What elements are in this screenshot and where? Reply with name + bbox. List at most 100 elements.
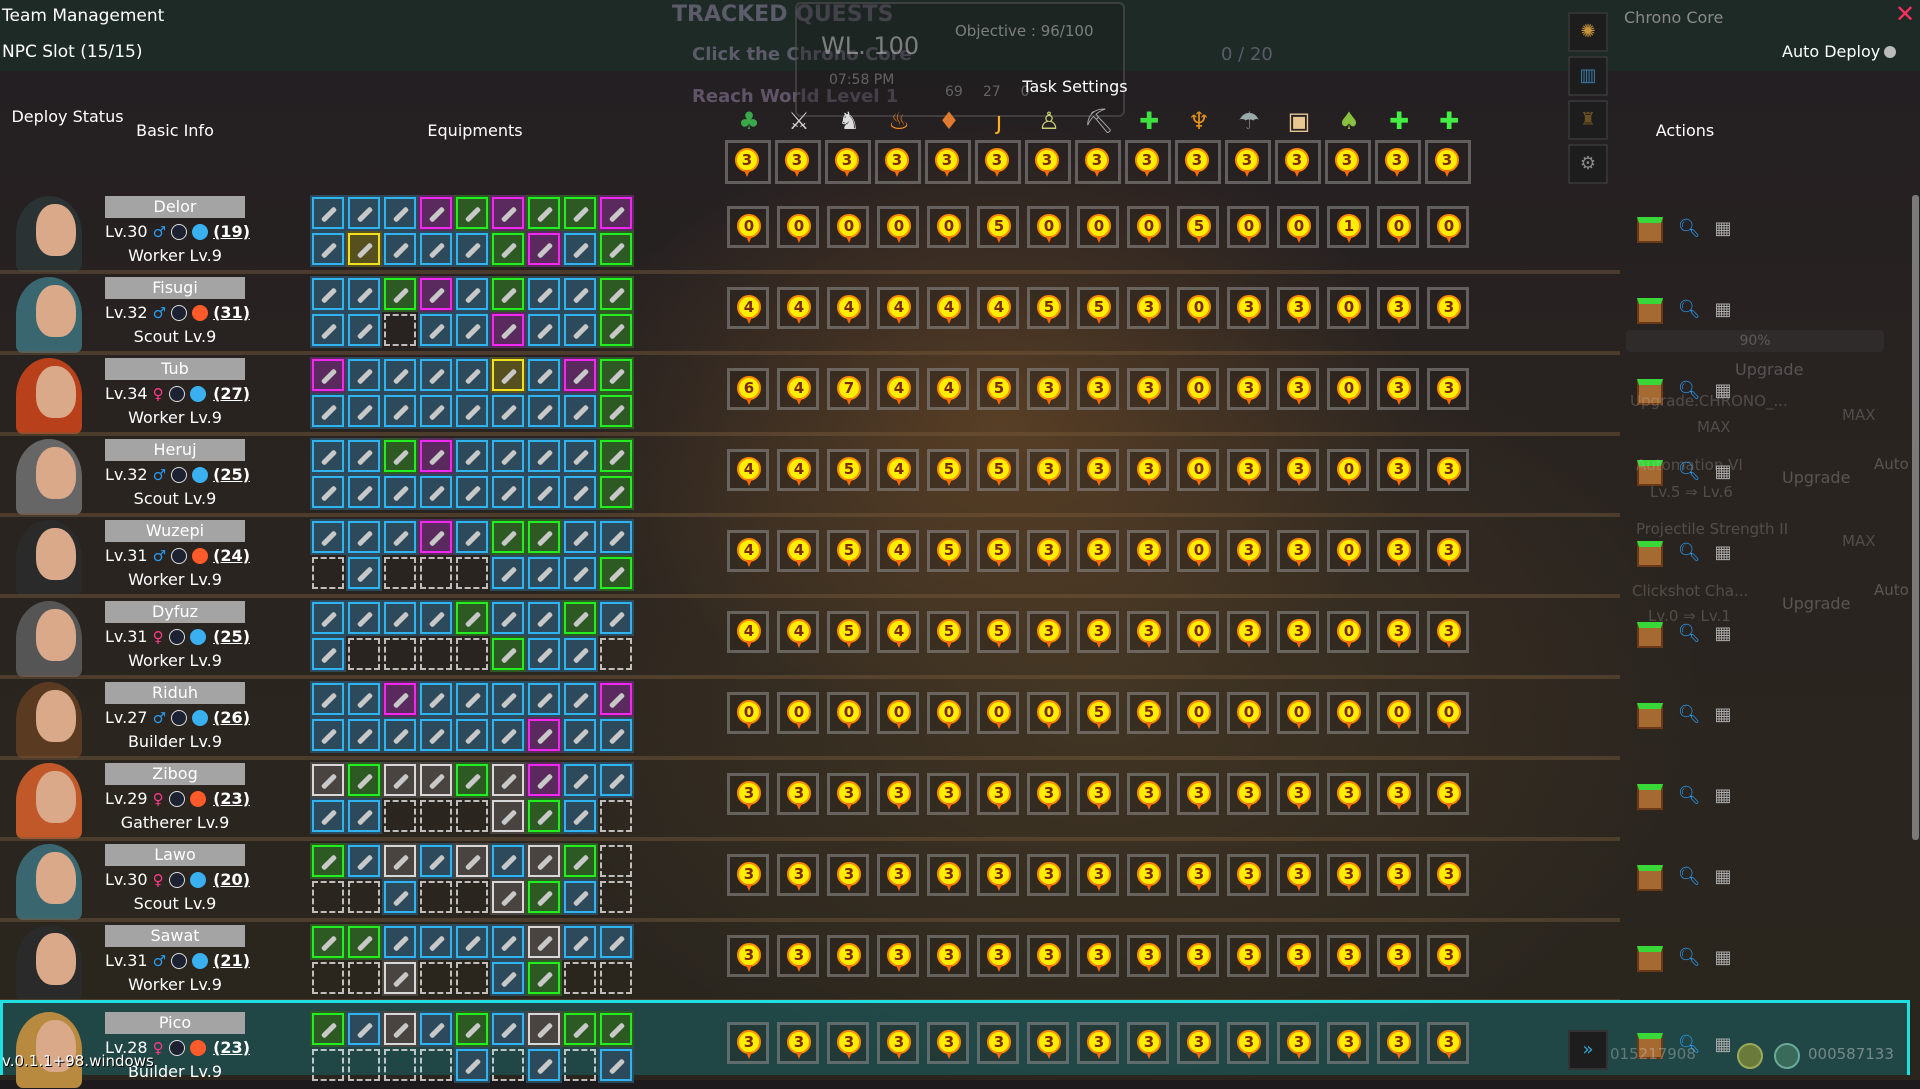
- chest-icon[interactable]: [1637, 541, 1663, 567]
- task-priority-sack[interactable]: 3: [927, 773, 969, 815]
- task-priority-blueprint[interactable]: 0: [1277, 692, 1319, 734]
- auto-deploy-toggle[interactable]: [1884, 46, 1896, 58]
- task-priority-crossed-swords[interactable]: 3: [777, 1022, 819, 1064]
- equip-slot-pants[interactable]: [454, 924, 490, 960]
- equip-slot-sword[interactable]: [310, 519, 346, 555]
- equip-slot-pants[interactable]: [454, 843, 490, 879]
- chrono-core-icon[interactable]: ✺: [1568, 12, 1608, 52]
- npc-power[interactable]: (19): [213, 222, 250, 241]
- equip-slot-sword[interactable]: [310, 276, 346, 312]
- npc-power[interactable]: (20): [213, 870, 250, 889]
- task-default-priority[interactable]: 3: [875, 140, 921, 184]
- equip-slot-pot[interactable]: [562, 717, 598, 753]
- task-priority-watering-can[interactable]: 3: [1227, 854, 1269, 896]
- equip-slot-pickaxe[interactable]: [310, 717, 346, 753]
- equip-slot-pot[interactable]: [562, 1047, 598, 1083]
- equip-slot-sword[interactable]: [310, 924, 346, 960]
- equip-slot-pot[interactable]: [562, 960, 598, 996]
- equip-slot-lantern[interactable]: [490, 879, 526, 915]
- npc-row[interactable]: Heruj Lv.32 ♂ (25) Scout Lv.9 4 4 5 4 5 5 3 3 3 0 3 3 0 3 3…: [0, 435, 1732, 516]
- equip-slot-pot[interactable]: [562, 312, 598, 348]
- inspect-icon[interactable]: 🔍︎: [1677, 704, 1701, 725]
- equip-slot-fishing-rod[interactable]: [454, 1047, 490, 1083]
- equip-slot-gloves[interactable]: [526, 519, 562, 555]
- equip-slot-ring[interactable]: [562, 195, 598, 231]
- equip-slot-knife[interactable]: [418, 474, 454, 510]
- npc-row[interactable]: Riduh Lv.27 ♂ (26) Builder Lv.9 0 0 0 0 0 0 0 5 5 0 0 0 0…: [0, 678, 1732, 759]
- npc-portrait[interactable]: [2, 435, 90, 515]
- task-priority-farmer[interactable]: 3: [1027, 368, 1069, 410]
- task-priority-build-pickaxe-plus[interactable]: 3: [1127, 287, 1169, 329]
- task-priority-green-cross[interactable]: 3: [1377, 854, 1419, 896]
- gear-icon[interactable]: ⚙: [1568, 144, 1608, 184]
- task-priority-bandage-plus[interactable]: 3: [1427, 611, 1469, 653]
- task-priority-blueprint[interactable]: 3: [1277, 449, 1319, 491]
- equip-slot-boots[interactable]: [490, 924, 526, 960]
- equip-slot-backpack[interactable]: [526, 717, 562, 753]
- task-priority-wheat[interactable]: 3: [1177, 935, 1219, 977]
- task-priority-campfire[interactable]: 3: [877, 773, 919, 815]
- task-priority-torch[interactable]: 0: [977, 692, 1019, 734]
- task-priority-crossed-swords[interactable]: 3: [777, 935, 819, 977]
- equip-slot-amulet[interactable]: [598, 195, 634, 231]
- task-priority-sack[interactable]: 4: [927, 287, 969, 329]
- equip-slot-pickaxe[interactable]: [310, 555, 346, 591]
- task-priority-sack[interactable]: 5: [927, 449, 969, 491]
- npc-power[interactable]: (23): [213, 1038, 250, 1057]
- equip-slot-axe[interactable]: [346, 312, 382, 348]
- task-priority-crossed-swords[interactable]: 0: [777, 206, 819, 248]
- task-priority-knight[interactable]: 5: [827, 611, 869, 653]
- equip-slot-fishing-rod[interactable]: [454, 555, 490, 591]
- equip-slot-hammer[interactable]: [598, 798, 634, 834]
- task-priority-build-pickaxe-plus[interactable]: 0: [1127, 206, 1169, 248]
- task-priority-sack[interactable]: 0: [927, 206, 969, 248]
- equip-slot-axe[interactable]: [346, 636, 382, 672]
- task-priority-knight[interactable]: 3: [827, 773, 869, 815]
- task-priority-pickaxe[interactable]: 0: [1077, 206, 1119, 248]
- equip-slot-backpack[interactable]: [526, 312, 562, 348]
- task-priority-build-pickaxe-plus[interactable]: 3: [1127, 935, 1169, 977]
- equip-slot-pot[interactable]: [562, 879, 598, 915]
- equip-slot-hammer[interactable]: [598, 960, 634, 996]
- equip-slot-fishing-rod[interactable]: [454, 312, 490, 348]
- npc-row[interactable]: Wuzepi Lv.31 ♂ (24) Worker Lv.9 4 4 5 4 5 5 3 3 3 0 3 3 0…: [0, 516, 1732, 597]
- equip-slot-gloves[interactable]: [526, 600, 562, 636]
- npc-portrait[interactable]: [2, 678, 90, 758]
- task-priority-tree[interactable]: 3: [727, 935, 769, 977]
- equip-slot-hammer[interactable]: [598, 555, 634, 591]
- task-priority-bandage-plus[interactable]: 0: [1427, 692, 1469, 734]
- equip-slot-lantern[interactable]: [490, 555, 526, 591]
- npc-power[interactable]: (25): [213, 627, 250, 646]
- equip-slot-pot[interactable]: [562, 393, 598, 429]
- inspect-icon[interactable]: 🔍︎: [1677, 461, 1701, 482]
- equip-slot-shovel[interactable]: [382, 879, 418, 915]
- task-priority-campfire[interactable]: 4: [877, 368, 919, 410]
- task-priority-farmer[interactable]: 3: [1027, 1022, 1069, 1064]
- equip-slot-lantern[interactable]: [490, 393, 526, 429]
- task-priority-green-cross[interactable]: 0: [1377, 692, 1419, 734]
- equip-slot-amulet[interactable]: [598, 1011, 634, 1047]
- chest-icon[interactable]: [1637, 217, 1663, 243]
- inspect-icon[interactable]: 🔍︎: [1677, 623, 1701, 644]
- task-priority-build-pickaxe-plus[interactable]: 3: [1127, 854, 1169, 896]
- task-priority-watering-can[interactable]: 3: [1227, 935, 1269, 977]
- equip-slot-pants[interactable]: [454, 195, 490, 231]
- equip-slot-pickaxe[interactable]: [310, 231, 346, 267]
- task-priority-watering-can[interactable]: 3: [1227, 287, 1269, 329]
- task-priority-tree[interactable]: 0: [727, 692, 769, 734]
- task-default-priority[interactable]: 3: [1225, 140, 1271, 184]
- task-priority-tree[interactable]: 3: [727, 1022, 769, 1064]
- equip-slot-hammer[interactable]: [598, 474, 634, 510]
- trash-icon[interactable]: ▦: [1714, 299, 1732, 320]
- equip-slot-armor[interactable]: [418, 681, 454, 717]
- task-priority-farmer[interactable]: 3: [1027, 935, 1069, 977]
- inspect-icon[interactable]: 🔍︎: [1677, 785, 1701, 806]
- equip-slot-shovel[interactable]: [382, 555, 418, 591]
- task-priority-pickaxe[interactable]: 3: [1077, 368, 1119, 410]
- task-priority-sack[interactable]: 5: [927, 611, 969, 653]
- equip-slot-armor[interactable]: [418, 357, 454, 393]
- chest-icon[interactable]: [1637, 379, 1663, 405]
- equip-slot-knife[interactable]: [418, 636, 454, 672]
- task-priority-tree[interactable]: 4: [727, 530, 769, 572]
- task-priority-campfire[interactable]: 4: [877, 611, 919, 653]
